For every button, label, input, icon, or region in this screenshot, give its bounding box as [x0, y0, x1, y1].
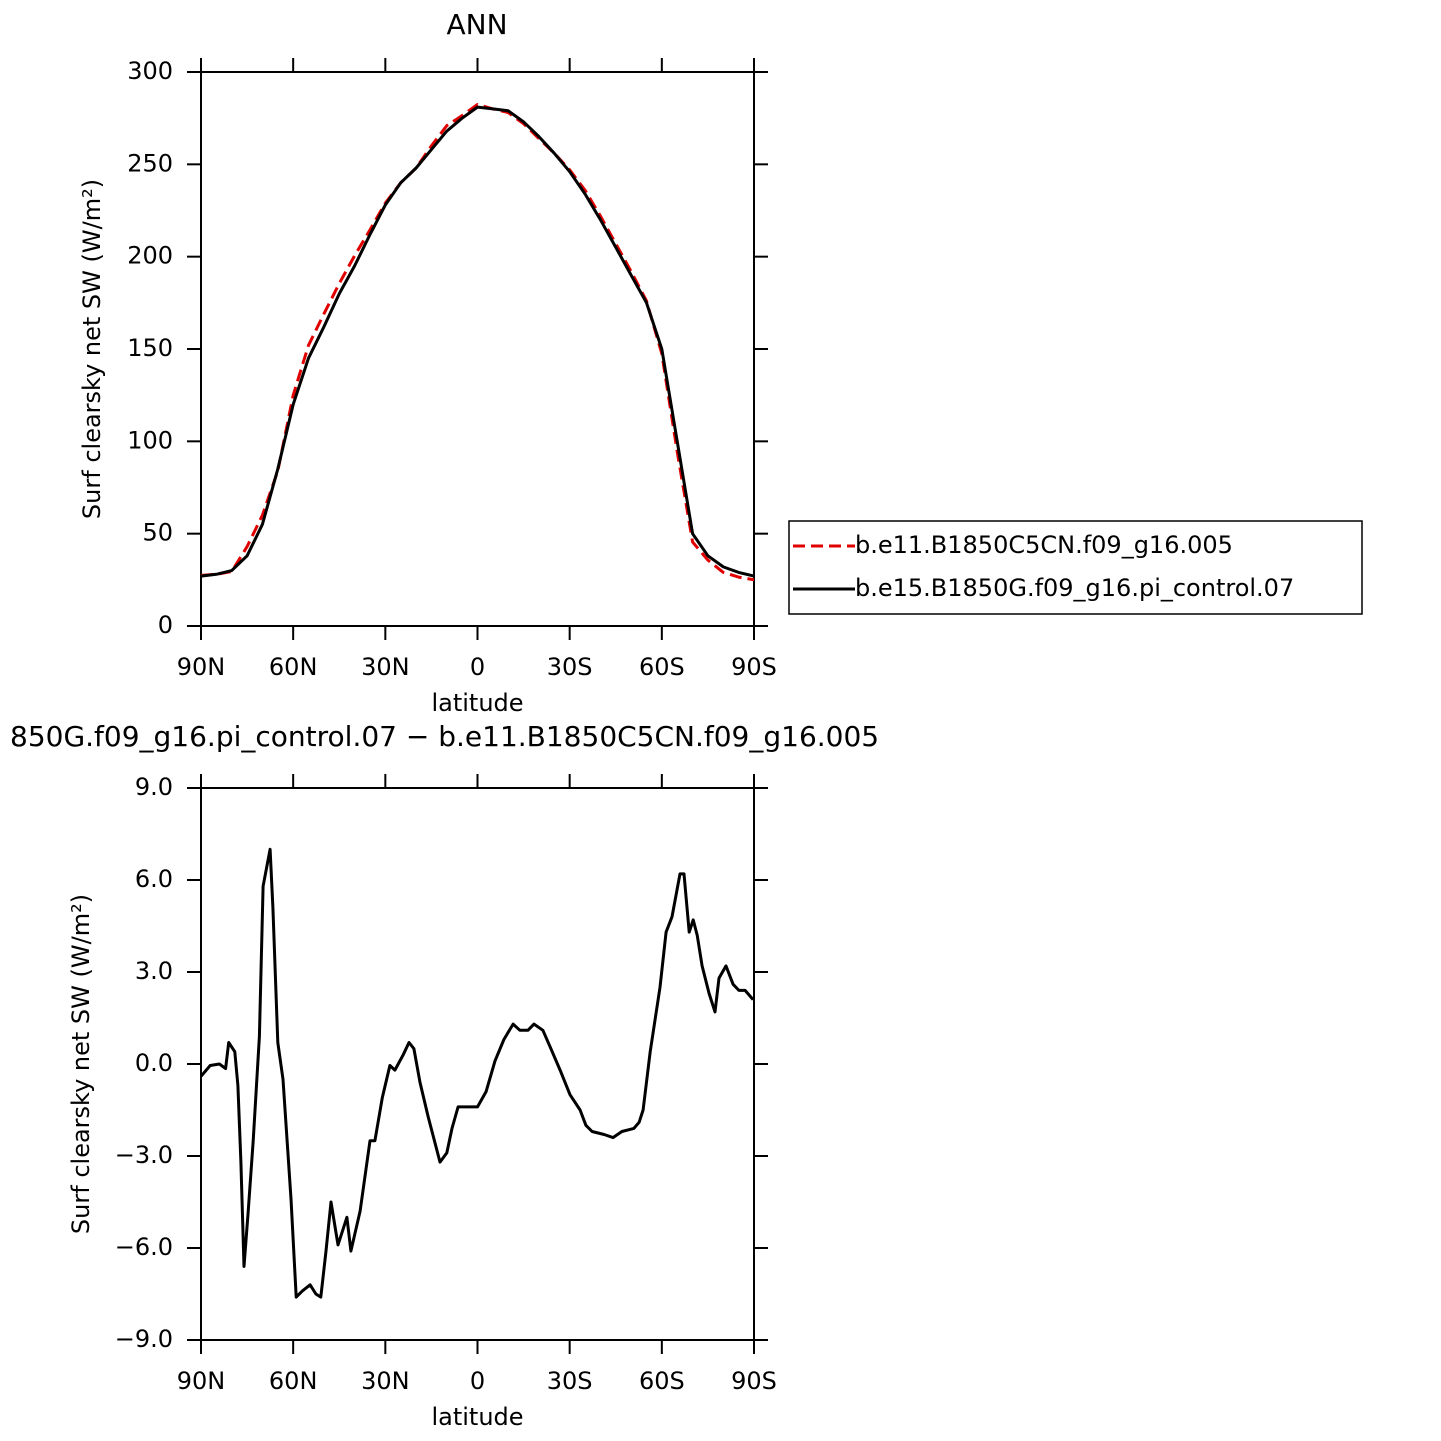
x-axis-label: latitude	[431, 1403, 523, 1431]
chart-title: 850G.f09_g16.pi_control.07 − b.e11.B1850…	[10, 720, 879, 753]
legend-box	[788, 520, 1363, 615]
y-tick-label: 200	[127, 242, 173, 270]
plot-frame	[200, 71, 755, 627]
y-tick-label: 3.0	[135, 957, 173, 985]
y-tick-label: −3.0	[115, 1141, 173, 1169]
data-line	[199, 847, 755, 1299]
x-tick-label: 60N	[269, 1367, 318, 1395]
x-tick-label: 30N	[361, 653, 410, 681]
y-tick-label: 0.0	[135, 1049, 173, 1077]
y-tick-label: 250	[127, 149, 173, 177]
x-tick-label: 0	[470, 653, 485, 681]
y-axis-label: Surf clearsky net SW (W/m²)	[67, 894, 95, 1234]
x-tick-label: 60N	[269, 653, 318, 681]
y-tick-label: 300	[127, 57, 173, 85]
x-tick-label: 90N	[177, 1367, 226, 1395]
x-tick-label: 90S	[731, 653, 777, 681]
x-tick-label: 30S	[547, 1367, 593, 1395]
y-tick-label: 6.0	[135, 865, 173, 893]
x-tick-label: 90S	[731, 1367, 777, 1395]
y-tick-label: −6.0	[115, 1233, 173, 1261]
x-tick-label: 90N	[177, 653, 226, 681]
legend-label: b.e11.B1850C5CN.f09_g16.005	[855, 531, 1233, 559]
y-tick-label: 0	[158, 611, 173, 639]
y-tick-label: 50	[142, 519, 173, 547]
x-axis-label: latitude	[431, 689, 523, 717]
data-line	[200, 103, 755, 582]
y-axis-label: Surf clearsky net SW (W/m²)	[78, 179, 106, 519]
y-tick-label: 100	[127, 426, 173, 454]
chart-title: ANN	[446, 8, 507, 41]
x-tick-label: 60S	[639, 653, 685, 681]
legend-label: b.e15.B1850G.f09_g16.pi_control.07	[855, 574, 1294, 602]
y-tick-label: −9.0	[115, 1325, 173, 1353]
plot-frame	[200, 787, 755, 1341]
x-tick-label: 30N	[361, 1367, 410, 1395]
data-line	[200, 105, 755, 578]
x-tick-label: 30S	[547, 653, 593, 681]
x-tick-label: 0	[470, 1367, 485, 1395]
x-tick-label: 60S	[639, 1367, 685, 1395]
y-tick-label: 9.0	[135, 773, 173, 801]
y-tick-label: 150	[127, 334, 173, 362]
